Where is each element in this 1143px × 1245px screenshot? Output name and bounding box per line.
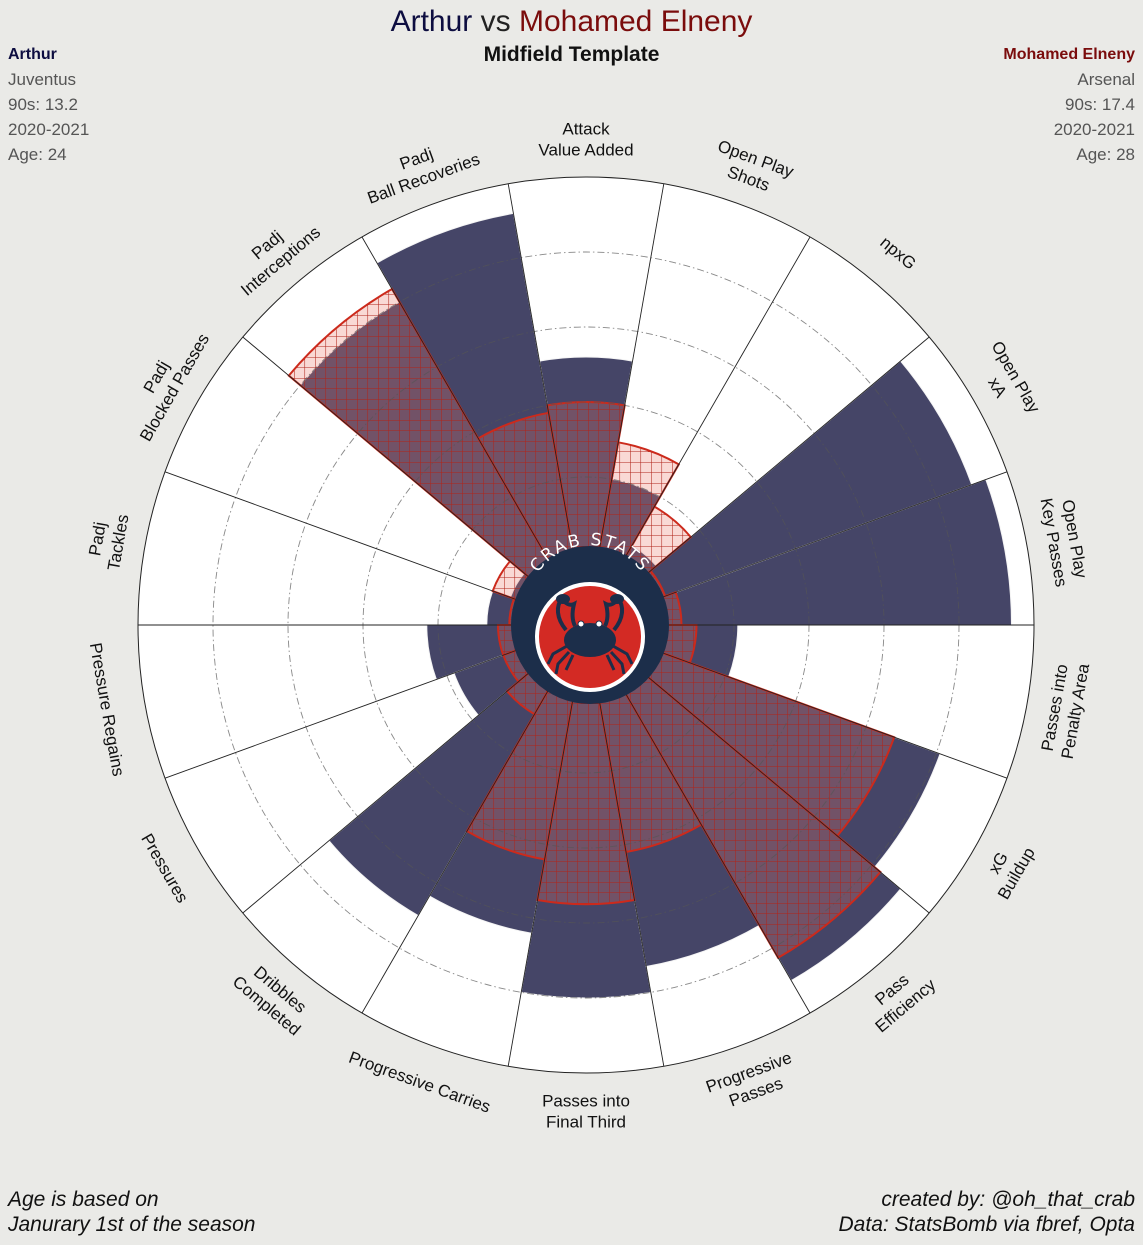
player1-season: 2020-2021 bbox=[8, 120, 90, 139]
player1-name: Arthur bbox=[8, 46, 57, 63]
sector-divider bbox=[507, 183, 574, 554]
category-label-attack-value-added: Attack Value Added bbox=[538, 120, 633, 160]
chart-grid bbox=[137, 176, 1035, 1074]
sector-bg bbox=[622, 237, 930, 579]
title-player1: Arthur bbox=[390, 5, 473, 38]
footer-left-line2: Janurary 1st of the season bbox=[8, 1213, 256, 1236]
footer-right-line2: Data: StatsBomb via fbref, Opta bbox=[838, 1213, 1135, 1236]
sector-divider bbox=[641, 336, 930, 579]
sector-bg bbox=[138, 625, 518, 779]
player2-name: Mohamed Elneny bbox=[1003, 46, 1135, 63]
chart-subtitle: Midfield Template bbox=[483, 43, 660, 66]
crab-stats-logo: CRAB STATS bbox=[511, 530, 669, 704]
player1-nineties: 90s: 13.2 bbox=[8, 95, 78, 114]
category-label-pressure-regains: Pressure Regains bbox=[86, 641, 128, 777]
crab-icon bbox=[546, 594, 634, 675]
category-label-padj-tackles: PadjTackles bbox=[83, 509, 132, 572]
sector-divider bbox=[622, 236, 811, 563]
chart-title: Arthur vs Mohamed Elneny bbox=[0, 2, 1143, 42]
player2-season: 2020-2021 bbox=[1053, 120, 1135, 139]
sector-divider bbox=[598, 696, 665, 1067]
footer-right-line1: created by: @oh_that_crab bbox=[881, 1188, 1135, 1211]
footer-age-note: Age is based on Janurary 1st of the seas… bbox=[8, 1187, 255, 1237]
category-label-passes-into-final-third: Passes into Final Third bbox=[542, 1092, 630, 1132]
title-player2: Mohamed Elneny bbox=[518, 5, 753, 38]
player2-team: Arsenal bbox=[1077, 70, 1135, 89]
category-label-pressures: Pressures bbox=[137, 830, 192, 906]
sector-divider bbox=[598, 183, 665, 554]
sector-bg bbox=[165, 650, 531, 913]
sector-divider bbox=[242, 671, 531, 914]
title-vs: vs bbox=[480, 5, 511, 38]
sector-divider bbox=[507, 696, 574, 1067]
category-label-open-play-shots: Open PlayShots bbox=[708, 136, 797, 201]
category-label-xg-buildup: xGBuildup bbox=[976, 834, 1039, 903]
sector-divider bbox=[654, 471, 1008, 601]
sector-bg bbox=[654, 625, 1034, 779]
series-elneny bbox=[287, 287, 896, 960]
player1-team: Juventus bbox=[8, 70, 77, 89]
sector-divider bbox=[164, 471, 518, 601]
footer-credits: created by: @oh_that_crab Data: StatsBom… bbox=[839, 1187, 1135, 1237]
player1-info: Arthur Juventus 90s: 13.2 2020-2021 Age:… bbox=[8, 42, 89, 167]
category-label-open-play-key-passes: Open PlayKey Passes bbox=[1037, 493, 1092, 588]
category-label-progressive-passes: ProgressivePasses bbox=[703, 1048, 801, 1116]
footer-left-line1: Age is based on bbox=[8, 1188, 159, 1211]
sector-divider bbox=[361, 236, 550, 563]
sector-divider bbox=[641, 671, 930, 914]
sector-bg bbox=[138, 471, 518, 625]
sector-divider bbox=[654, 649, 1008, 779]
category-label-npxg: npxG bbox=[876, 233, 919, 274]
category-label-passes-into-penalty-area: Passes intoPenalty Area bbox=[1037, 658, 1093, 760]
player2-nineties: 90s: 17.4 bbox=[1065, 95, 1135, 114]
title-block: Arthur vs Mohamed Elneny Midfield Templa… bbox=[0, 2, 1143, 68]
sector-bg bbox=[165, 337, 531, 600]
player2-age: Age: 28 bbox=[1076, 145, 1135, 164]
sector-divider bbox=[361, 687, 550, 1014]
sector-divider bbox=[164, 649, 518, 779]
sector-divider bbox=[622, 687, 811, 1014]
player1-age: Age: 24 bbox=[8, 145, 67, 164]
sector-divider bbox=[242, 336, 531, 579]
player2-info: Mohamed Elneny Arsenal 90s: 17.4 2020-20… bbox=[1003, 42, 1135, 167]
